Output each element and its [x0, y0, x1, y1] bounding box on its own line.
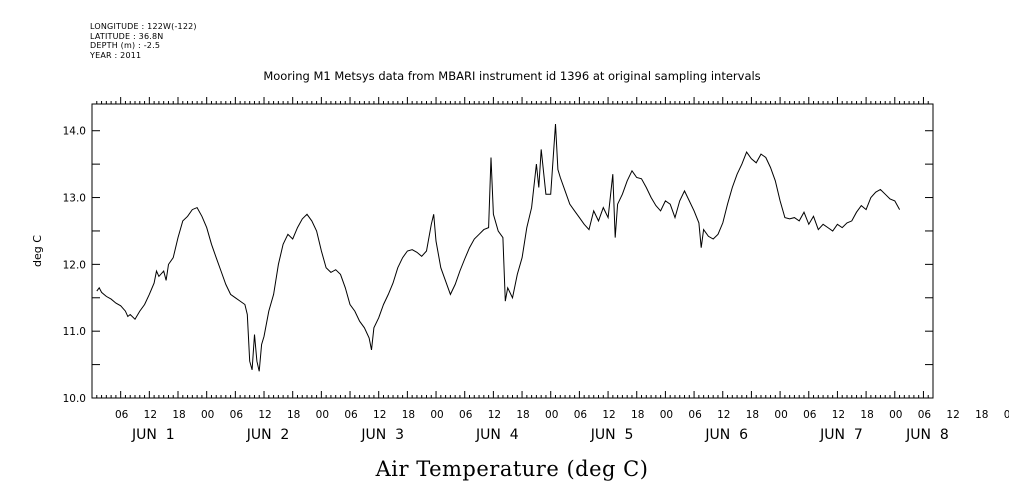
depth-label: DEPTH (m) : -2.5	[90, 41, 161, 50]
x-tick-label: 06	[230, 409, 244, 421]
x-tick-label: 18	[402, 409, 415, 421]
x-tick-label: 12	[144, 409, 157, 421]
day-label: JUN 6	[704, 427, 748, 443]
x-tick-label: 12	[832, 409, 845, 421]
x-tick-label: 00	[430, 409, 443, 421]
y-tick-label: 13.0	[63, 193, 86, 205]
y-tick-label: 14.0	[63, 126, 86, 138]
x-tick-label: 00	[545, 409, 558, 421]
day-label: JUN 8	[905, 427, 949, 443]
x-tick-label: 06	[918, 409, 932, 421]
x-tick-label: 06	[115, 409, 129, 421]
day-label: JUN 5	[590, 427, 634, 443]
x-tick-label: 00	[774, 409, 787, 421]
x-tick-label: 00	[316, 409, 329, 421]
x-tick-label: 18	[631, 409, 644, 421]
x-tick-label: 18	[860, 409, 873, 421]
x-tick-label: 12	[258, 409, 271, 421]
x-tick-label: 06	[688, 409, 702, 421]
x-tick-label: 00	[1004, 409, 1009, 421]
x-tick-label: 06	[803, 409, 817, 421]
latitude-label: LATITUDE : 36.8N	[90, 31, 164, 41]
y-axis-label: deg C	[31, 235, 44, 267]
x-tick-label: 06	[574, 409, 588, 421]
x-tick-label: 18	[287, 409, 300, 421]
x-axis: 06 12 18 00 06 12 18 00 06 12 18 00 06 12 18 00 06 12 18 00…	[96, 97, 1009, 443]
x-tick-label: 18	[516, 409, 529, 421]
year-label: YEAR : 2011	[90, 50, 142, 60]
chart-subtitle: Air Temperature (deg C)	[375, 457, 649, 481]
x-tick-label: 12	[717, 409, 730, 421]
x-tick-label: 06	[459, 409, 473, 421]
chart-title: Mooring M1 Metsys data from MBARI instru…	[263, 69, 760, 83]
x-tick-label: 12	[946, 409, 959, 421]
x-tick-label: 12	[373, 409, 386, 421]
x-tick-label: 18	[746, 409, 759, 421]
x-tick-label: 12	[602, 409, 615, 421]
plot-frame	[91, 103, 934, 399]
x-tick-label: 00	[201, 409, 214, 421]
x-tick-label: 00	[889, 409, 902, 421]
day-label: JUN 7	[819, 427, 863, 443]
day-label: JUN 2	[246, 427, 290, 443]
day-label: JUN 4	[475, 427, 519, 443]
series-line-air-temperature	[96, 123, 901, 372]
y-tick-label: 12.0	[63, 259, 86, 271]
x-tick-label: 18	[975, 409, 988, 421]
x-tick-label: 00	[660, 409, 673, 421]
longitude-label: LONGITUDE : 122W(-122)	[90, 22, 197, 31]
x-tick-label: 18	[172, 409, 185, 421]
x-tick-label: 12	[488, 409, 501, 421]
y-tick-label: 11.0	[63, 326, 86, 338]
x-tick-label: 06	[344, 409, 358, 421]
y-axis: 10.0 11.0 12.0 13.0 14.0	[63, 126, 933, 405]
y-tick-label: 10.0	[63, 393, 86, 405]
day-label: JUN 3	[360, 427, 404, 443]
metadata-block: LONGITUDE : 122W(-122) LATITUDE : 36.8N …	[90, 22, 197, 60]
day-label: JUN 1	[131, 427, 175, 443]
